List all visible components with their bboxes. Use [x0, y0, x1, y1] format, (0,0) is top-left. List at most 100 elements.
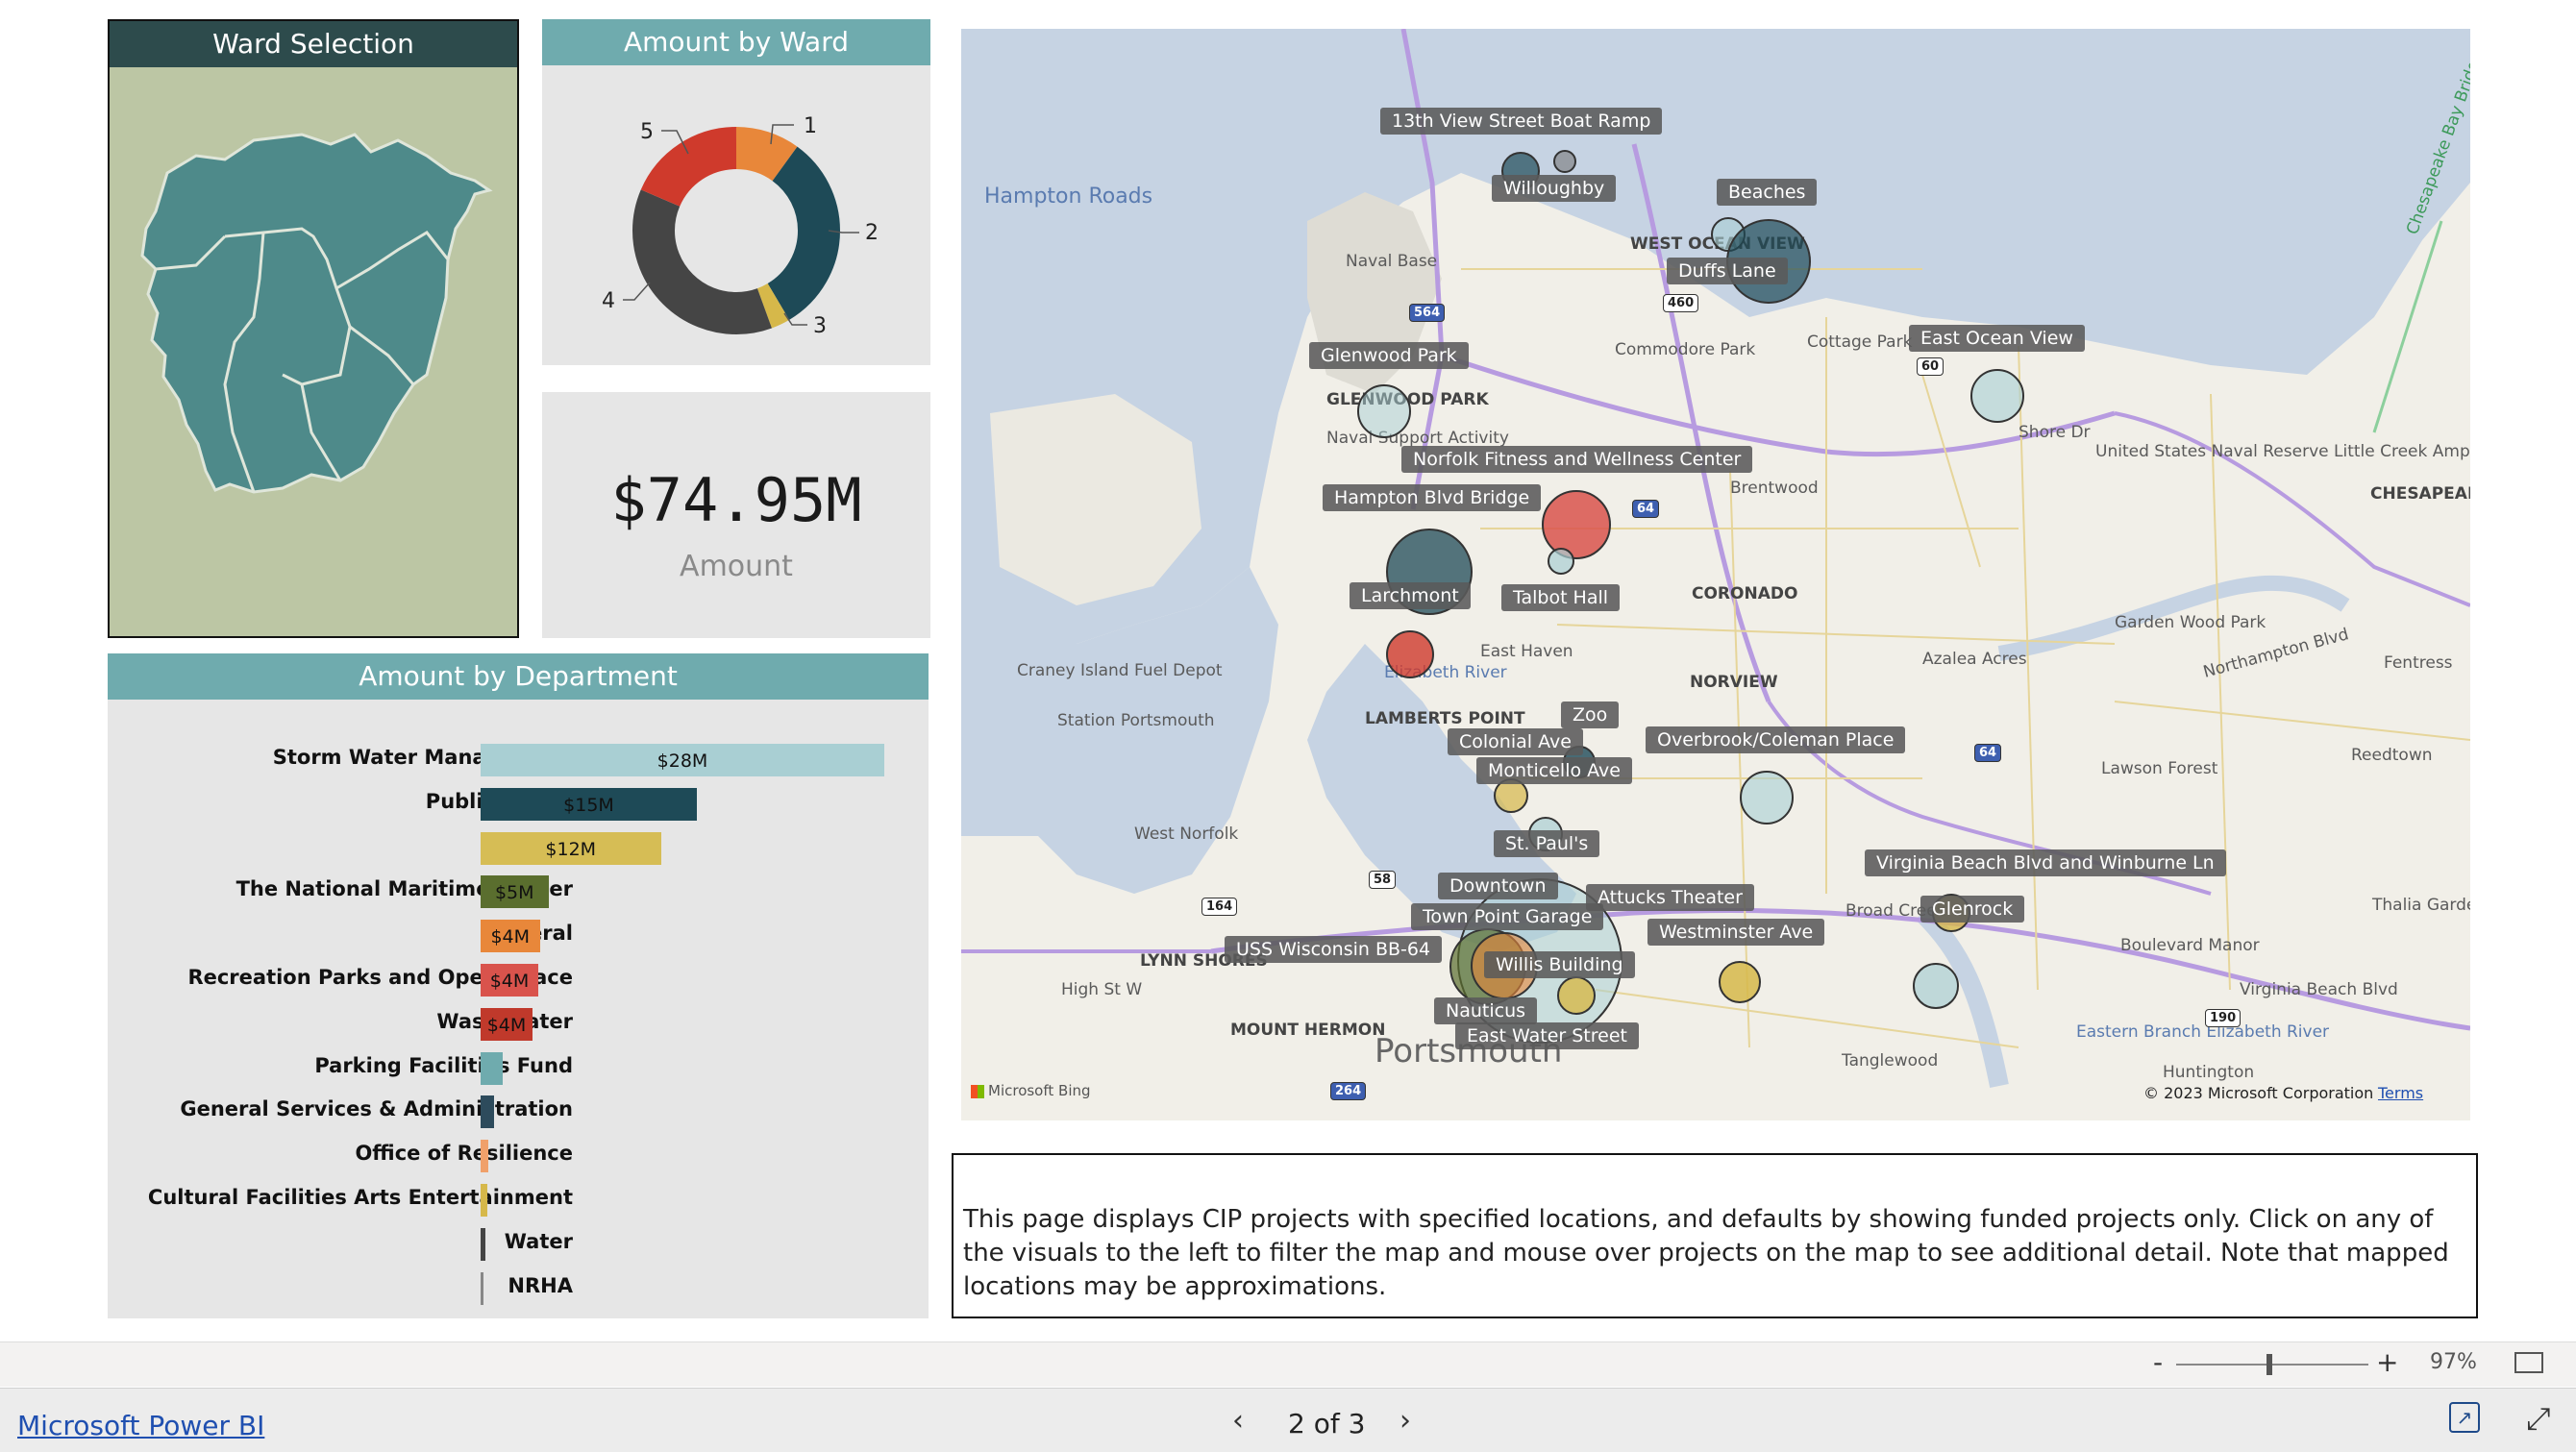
department-bar[interactable]: $5M [481, 875, 549, 909]
map-project-pin-label[interactable]: Westminster Ave [1647, 919, 1825, 946]
map-bubble[interactable] [1719, 961, 1761, 1003]
map-project-pin-label[interactable]: Willis Building [1484, 951, 1635, 978]
department-bar[interactable] [481, 1051, 503, 1085]
department-bar[interactable]: $4M [481, 920, 540, 953]
next-page-icon[interactable]: › [1399, 1404, 1411, 1438]
map-project-pin-label[interactable]: Virginia Beach Blvd and Winburne Ln [1865, 849, 2226, 876]
map-project-pin-label[interactable]: 13th View Street Boat Ramp [1380, 108, 1663, 135]
department-row[interactable]: NRHA [108, 1268, 929, 1307]
map-terms-link[interactable]: Terms [2378, 1084, 2424, 1102]
department-bar[interactable]: $4M [481, 964, 538, 997]
department-row[interactable]: Parking Facilities Fund [108, 1048, 929, 1087]
zoom-slider-track[interactable] [2176, 1364, 2368, 1366]
map-project-pin-label[interactable]: Glenrock [1920, 896, 2025, 923]
map-project-pin-label[interactable]: Larchmont [1350, 582, 1471, 609]
map-bubble[interactable] [1548, 548, 1574, 575]
map-bubble[interactable] [1553, 150, 1576, 173]
map-place-label: Reedtown [2351, 746, 2433, 765]
zoom-out-button[interactable]: - [2153, 1346, 2164, 1378]
map-project-pin-label[interactable]: Hampton Blvd Bridge [1323, 484, 1542, 511]
ward-selection-title: Ward Selection [110, 21, 517, 67]
map-project-pin-label[interactable]: Attucks Theater [1586, 884, 1754, 911]
zoom-in-button[interactable]: + [2376, 1346, 2399, 1378]
bing-logo: Microsoft Bing [971, 1082, 1091, 1099]
department-bar[interactable]: $12M [481, 831, 661, 865]
department-row[interactable]: Cultural Facilities Arts Entertainment [108, 1180, 929, 1218]
department-bar[interactable] [481, 1184, 487, 1217]
map-project-pin-label[interactable]: Town Point Garage [1411, 903, 1604, 930]
map-copyright: © 2023 Microsoft Corporation [2143, 1084, 2374, 1102]
map-bubble[interactable] [1970, 369, 2024, 423]
map-bubble[interactable] [1557, 976, 1596, 1015]
department-bar[interactable]: $4M [481, 1007, 533, 1041]
map-project-pin-label[interactable]: Overbrook/Coleman Place [1646, 726, 1906, 753]
map-project-pin-label[interactable]: St. Paul's [1494, 830, 1600, 857]
map-place-label: NORVIEW [1690, 673, 1778, 692]
donut-segment-4[interactable] [632, 127, 840, 334]
donut-segment-2[interactable] [632, 127, 840, 334]
department-row[interactable]: The National Maritime Center $5M [108, 872, 929, 910]
zoom-level: 97% [2430, 1350, 2477, 1374]
department-value-label: $4M [490, 926, 531, 948]
department-row[interactable]: Office of Resilience [108, 1136, 929, 1174]
map-bubble[interactable] [1913, 963, 1959, 1009]
ward-donut-chart[interactable]: 1 2 3 4 5 [542, 65, 930, 365]
department-row[interactable]: Storm Water Management $28M [108, 740, 929, 778]
department-row[interactable]: Public Works$15M [108, 784, 929, 823]
map-project-pin-label[interactable]: Norfolk Fitness and Wellness Center [1401, 446, 1753, 473]
map-project-pin-label[interactable]: Downtown [1438, 873, 1558, 899]
map-project-pin-label[interactable]: Beaches [1717, 179, 1818, 206]
page-indicator: 2 of 3 [1288, 1408, 1366, 1440]
map-place-label: Lawson Forest [2101, 759, 2218, 778]
department-row[interactable]: General Services & Administration [108, 1092, 929, 1130]
department-bar[interactable] [481, 1095, 494, 1129]
map-project-pin-label[interactable]: Talbot Hall [1501, 584, 1621, 611]
department-bar[interactable]: $15M [481, 787, 697, 821]
ward-map-shape[interactable] [110, 67, 517, 636]
map-project-pin-label[interactable]: Glenwood Park [1309, 342, 1469, 369]
department-bar[interactable] [481, 1271, 483, 1305]
map-place-label: United States Naval Reserve Little Creek… [2095, 442, 2470, 461]
map-bubble[interactable] [1386, 630, 1434, 678]
map-place-label: Craney Island Fuel Depot [1017, 661, 1223, 680]
map-project-pin-label[interactable]: Willoughby [1492, 175, 1617, 202]
map-project-pin-label[interactable]: USS Wisconsin BB-64 [1225, 936, 1443, 963]
department-value-label: $28M [656, 751, 708, 772]
map-place-label: Eastern Branch Elizabeth River [2076, 1022, 2330, 1042]
donut-segment-5[interactable] [632, 127, 840, 334]
department-row[interactable]: General$4M [108, 916, 929, 954]
department-row[interactable]: Water [108, 1224, 929, 1263]
zoom-slider-thumb[interactable] [2266, 1354, 2272, 1375]
highway-shield: 64 [1974, 744, 2002, 762]
map-project-pin-label[interactable]: Monticello Ave [1476, 757, 1632, 784]
map-place-label: Fentress [2384, 653, 2453, 673]
department-row[interactable]: Transit$12M [108, 828, 929, 867]
share-icon[interactable]: ↗ [2449, 1402, 2480, 1433]
department-row[interactable]: Recreation Parks and Open Space $4M [108, 960, 929, 998]
amount-by-ward-panel: Amount by Ward 1 2 3 4 5 [542, 19, 930, 365]
donut-label-2: 2 [865, 221, 879, 245]
map-bubble[interactable] [1740, 771, 1794, 824]
amount-by-department-panel: Amount by Department Storm Water Managem… [108, 653, 929, 1318]
map-bubble[interactable] [1542, 490, 1611, 559]
department-bar[interactable] [481, 1140, 488, 1173]
map-project-pin-label[interactable]: Nauticus [1434, 997, 1538, 1024]
fit-to-page-icon[interactable] [2514, 1352, 2543, 1373]
map-project-pin-label[interactable]: Zoo [1561, 701, 1620, 728]
fullscreen-icon[interactable]: ⤢ [2526, 1400, 2551, 1437]
department-bar[interactable]: $28M [481, 744, 884, 776]
prev-page-icon[interactable]: ‹ [1232, 1404, 1244, 1438]
power-bi-link[interactable]: Microsoft Power BI [17, 1410, 265, 1441]
department-value-label: $12M [545, 838, 597, 860]
map-bubble[interactable] [1357, 384, 1411, 438]
map-bubble[interactable] [1726, 219, 1811, 304]
department-row[interactable]: Wastewater$4M [108, 1004, 929, 1043]
amount-kpi-card[interactable]: $74.95M Amount [542, 392, 930, 638]
map-project-pin-label[interactable]: Duffs Lane [1667, 258, 1788, 284]
map-project-pin-label[interactable]: East Ocean View [1909, 325, 2085, 352]
map-project-pin-label[interactable]: Colonial Ave [1448, 728, 1583, 755]
map-place-label: Garden Wood Park [2115, 613, 2266, 632]
department-bar[interactable] [481, 1227, 485, 1261]
map-project-pin-label[interactable]: East Water Street [1455, 1022, 1639, 1049]
